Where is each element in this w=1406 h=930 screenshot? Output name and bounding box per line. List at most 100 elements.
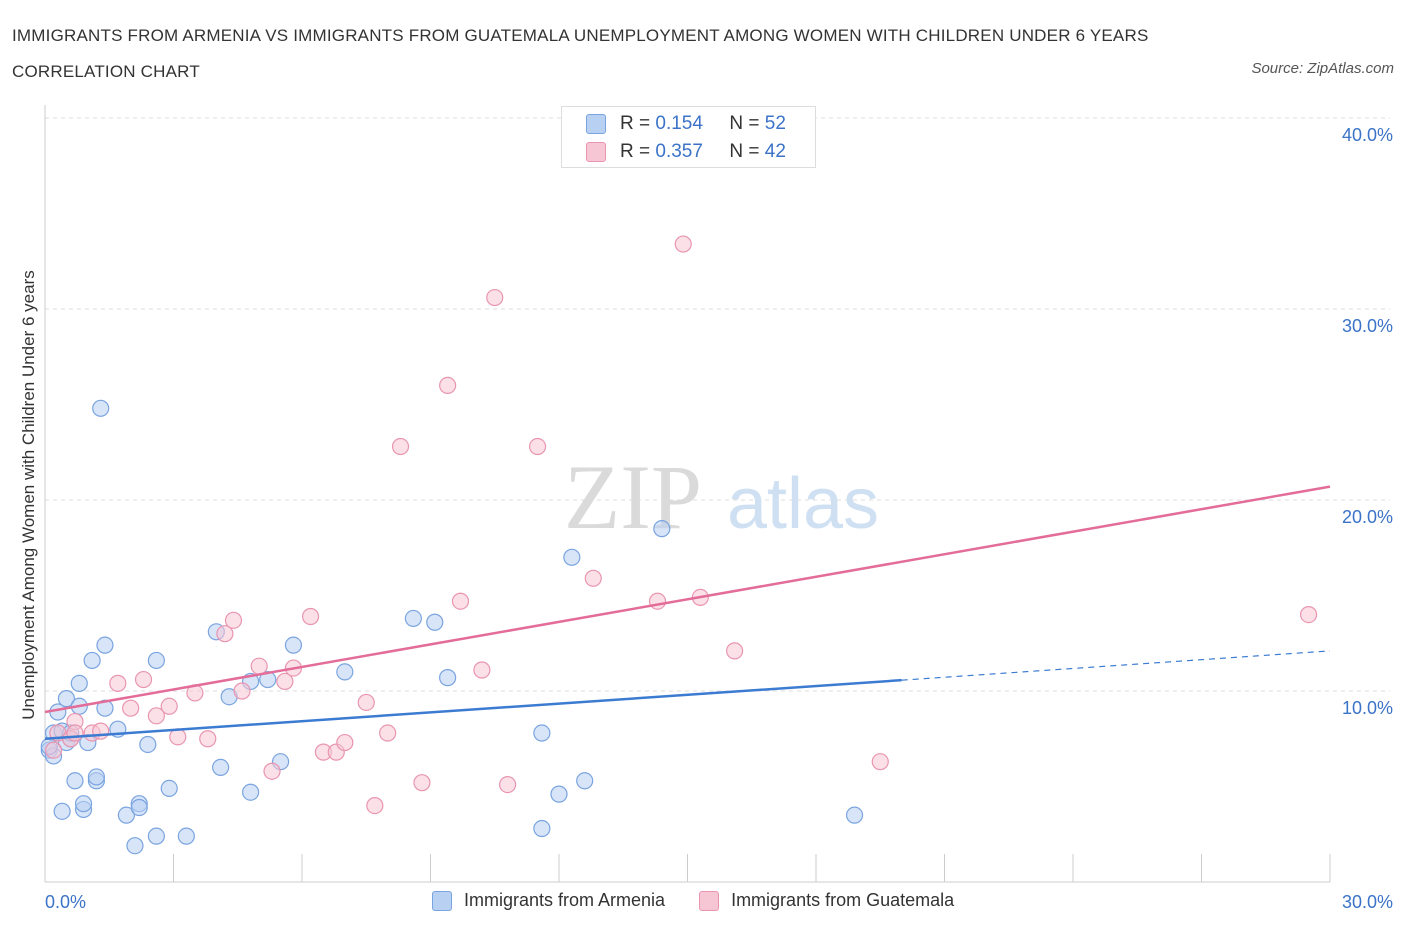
point-armenia [550,785,568,803]
point-guatemala [216,625,234,643]
point-armenia [117,806,135,824]
y-axis-label: Unemployment Among Women with Children U… [19,270,38,719]
point-guatemala [301,607,320,626]
point-armenia [533,819,551,838]
point-guatemala [486,288,504,307]
legend-r-label: R = [620,141,651,162]
series-legend-guatemala[interactable]: Immigrants from Guatemala [699,890,954,911]
legend-n-label: N = [729,113,760,134]
series-guatemala [44,235,1318,815]
legend-n-label: N = [729,141,760,162]
y-tick-label: 30.0% [1342,316,1393,336]
point-guatemala [224,611,243,629]
point-armenia [96,699,114,717]
series-legend: Immigrants from Armenia Immigrants from … [432,890,988,911]
point-armenia [130,798,148,817]
point-guatemala [871,753,889,771]
trendline-armenia [44,678,902,740]
point-guatemala [584,569,602,587]
point-armenia [74,795,93,813]
trend-lines [44,485,1331,740]
series-legend-armenia[interactable]: Immigrants from Armenia [432,890,665,911]
point-guatemala [92,722,110,740]
point-guatemala [336,733,354,752]
point-guatemala [122,699,140,717]
legend-r-value-guatemala: 0.357 [655,141,703,162]
series-swatch-armenia [432,890,452,911]
point-armenia [533,724,551,742]
x-tick-label: 30.0% [1342,892,1393,912]
point-guatemala [726,642,744,660]
point-armenia [160,779,178,798]
legend-r-value-armenia: 0.154 [655,113,703,134]
point-armenia [284,636,303,654]
point-guatemala [357,693,375,712]
point-guatemala [233,682,251,700]
point-guatemala [439,376,457,394]
trendline-guatemala [44,485,1331,714]
source-label: Source: ZipAtlas.com [1251,60,1394,77]
point-armenia [259,670,277,689]
legend-swatch-guatemala [586,142,606,162]
point-armenia [53,802,71,820]
point-armenia [96,636,114,654]
point-guatemala [366,796,384,815]
legend-n-value-armenia: 52 [764,113,786,134]
point-armenia [242,783,260,801]
y-tick-label: 10.0% [1342,698,1393,718]
point-guatemala [44,741,63,759]
point-armenia [212,758,230,777]
point-armenia [57,690,76,708]
point-armenia [845,806,864,824]
point-guatemala [499,775,517,794]
y-tick-label: 20.0% [1342,507,1393,527]
point-guatemala [451,592,470,610]
chart-title: IMMIGRANTS FROM ARMENIA VS IMMIGRANTS FR… [12,26,1149,81]
y-tick-label: 40.0% [1342,125,1393,145]
point-armenia [336,663,354,681]
point-guatemala [674,235,692,253]
point-guatemala [391,437,410,456]
point-armenia [147,651,165,670]
legend-row-guatemala: R = 0.357 N = 42 [586,140,786,164]
watermark-atlas: atlas [727,464,879,544]
watermark: ZIP atlas [564,446,879,548]
point-armenia [139,735,157,754]
point-guatemala [473,661,491,679]
point-guatemala [199,730,217,748]
point-guatemala [276,672,294,691]
point-armenia [563,548,581,566]
point-guatemala [379,724,397,742]
point-guatemala [66,724,84,742]
point-armenia [653,520,671,538]
point-armenia [87,768,106,786]
trendline-armenia-extension [901,650,1331,681]
point-guatemala [528,437,547,456]
legend-row-armenia: R = 0.154 N = 52 [586,112,786,136]
point-armenia [92,399,110,417]
point-guatemala [134,670,153,689]
correlation-legend: R = 0.154 N = 52 R = 0.357 N = 42 [561,106,816,168]
gridlines [45,117,1390,692]
point-armenia [177,827,195,845]
legend-swatch-armenia [586,114,606,134]
legend-r-label: R = [620,113,651,134]
point-armenia [126,837,144,855]
tick-labels: 10.0% 20.0% 30.0% 40.0% 0.0% 30.0% [45,125,1393,912]
point-armenia [404,609,422,628]
series-label-armenia: Immigrants from Armenia [464,890,666,910]
point-armenia [147,827,165,845]
point-armenia [83,651,101,670]
x-tick-label: 0.0% [45,892,86,912]
point-guatemala [1299,605,1318,624]
point-guatemala [263,762,281,780]
watermark-zip: ZIP [564,446,702,548]
point-armenia [426,613,444,631]
legend-n-value-guatemala: 42 [764,141,786,162]
point-armenia [576,772,594,790]
point-guatemala [250,657,268,675]
point-guatemala [109,674,127,692]
point-armenia [70,674,88,692]
point-guatemala [413,774,431,792]
